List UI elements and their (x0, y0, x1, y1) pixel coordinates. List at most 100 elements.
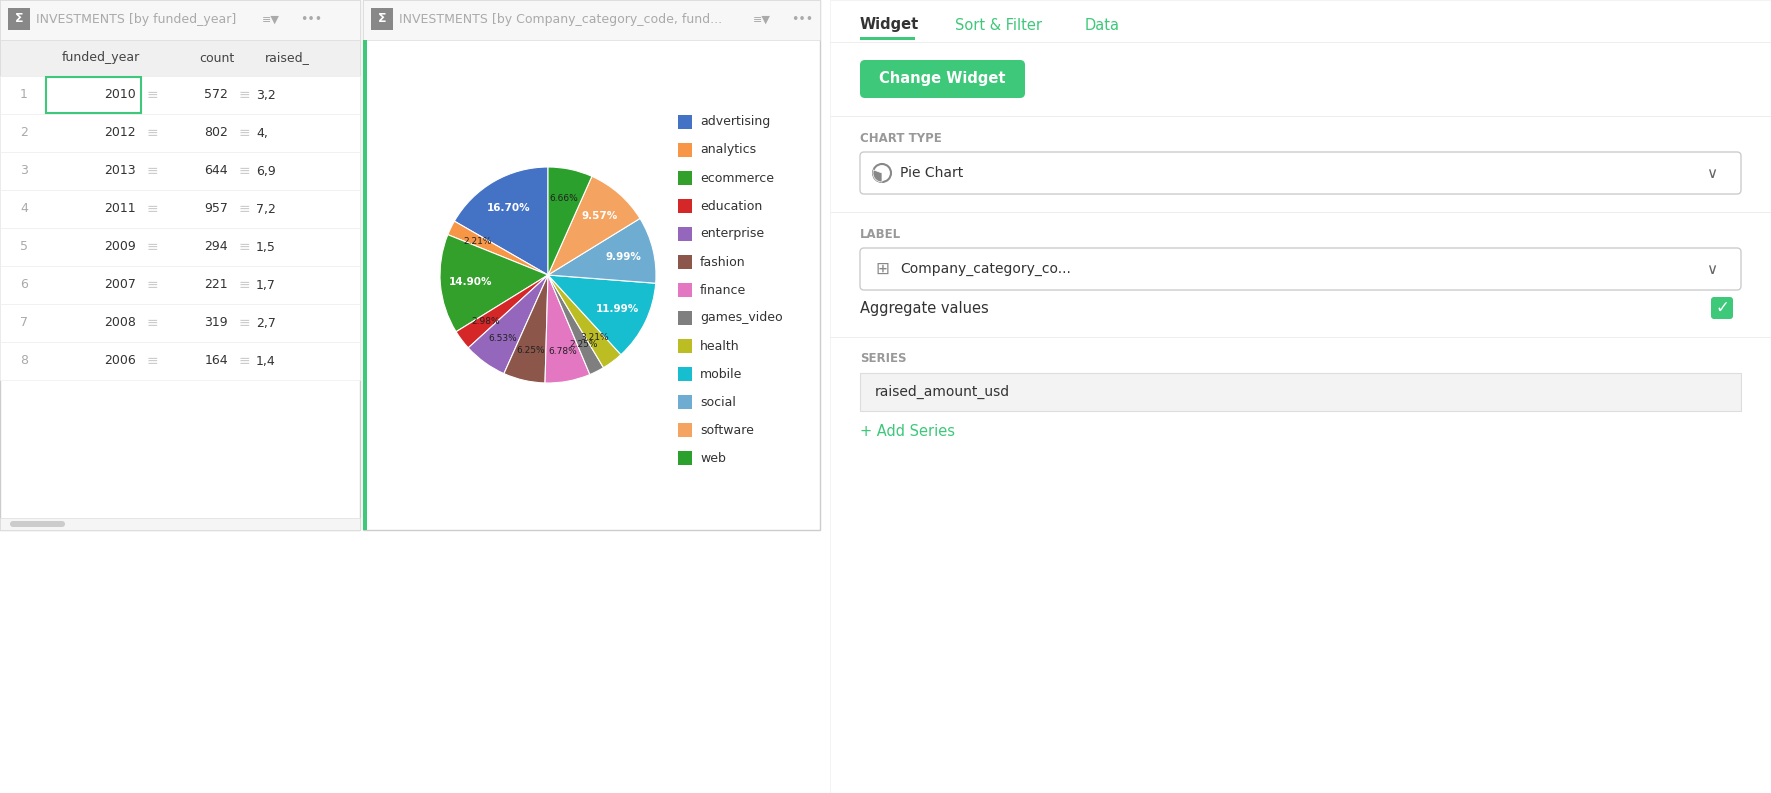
Bar (831, 337, 1771, 338)
Text: education: education (700, 200, 762, 213)
Bar (831, 0, 1771, 793)
Text: 9.57%: 9.57% (581, 212, 618, 221)
Text: ≡▼: ≡▼ (753, 15, 770, 25)
Bar (678, 115, 692, 129)
Bar (0, 76, 360, 114)
Bar (363, 0, 820, 530)
Text: 16.70%: 16.70% (487, 203, 531, 213)
Text: INVESTMENTS [by Company_category_code, fund...: INVESTMENTS [by Company_category_code, f… (398, 13, 723, 26)
Text: 164: 164 (204, 354, 228, 367)
Text: INVESTMENTS [by funded_year]: INVESTMENTS [by funded_year] (35, 13, 236, 26)
Text: ⊞: ⊞ (875, 260, 889, 278)
Text: •••: ••• (299, 13, 322, 26)
Text: ≡: ≡ (237, 240, 250, 254)
Text: 8: 8 (19, 354, 28, 367)
Wedge shape (547, 176, 639, 275)
Bar (0, 40, 360, 76)
Text: Company_category_co...: Company_category_co... (900, 262, 1071, 276)
Bar (9, 8, 30, 30)
Text: 2.21%: 2.21% (464, 236, 492, 246)
Text: 2009: 2009 (104, 240, 136, 254)
Bar (46, 229, 142, 265)
Bar (0, 152, 360, 190)
Bar (46, 267, 142, 303)
Text: Σ: Σ (377, 13, 386, 25)
Text: ≡: ≡ (237, 164, 250, 178)
Text: 802: 802 (204, 127, 228, 140)
Bar (46, 153, 142, 189)
Bar (46, 191, 142, 227)
Text: 14.90%: 14.90% (448, 277, 492, 286)
Text: 2007: 2007 (104, 278, 136, 292)
Text: 1,4: 1,4 (257, 354, 276, 367)
Text: ∨: ∨ (1705, 166, 1718, 181)
Wedge shape (505, 275, 547, 383)
Text: ≡: ≡ (237, 316, 250, 330)
Text: Σ: Σ (14, 13, 23, 25)
Text: 3,2: 3,2 (257, 89, 276, 102)
Text: 319: 319 (204, 316, 228, 330)
Wedge shape (455, 167, 547, 275)
Text: ≡: ≡ (147, 354, 158, 368)
Text: 294: 294 (204, 240, 228, 254)
Text: raised_: raised_ (266, 52, 310, 64)
Text: ≡: ≡ (237, 202, 250, 216)
Bar (0, 0, 360, 40)
Bar (46, 77, 142, 113)
Text: ecommerce: ecommerce (700, 171, 774, 185)
Text: mobile: mobile (700, 367, 742, 381)
Wedge shape (547, 275, 655, 354)
Text: 2011: 2011 (104, 202, 136, 216)
Text: 3: 3 (19, 164, 28, 178)
Bar (0, 228, 360, 266)
Text: 644: 644 (204, 164, 228, 178)
Text: ≡: ≡ (237, 126, 250, 140)
Text: 2006: 2006 (104, 354, 136, 367)
Text: CHART TYPE: CHART TYPE (861, 132, 942, 144)
Text: 572: 572 (204, 89, 228, 102)
Text: •••: ••• (792, 13, 813, 26)
Text: 11.99%: 11.99% (597, 304, 639, 314)
Bar (0, 304, 360, 342)
Text: web: web (700, 451, 726, 465)
Text: Sort & Filter: Sort & Filter (955, 17, 1041, 33)
Text: SERIES: SERIES (861, 353, 907, 366)
Text: 5: 5 (19, 240, 28, 254)
Text: 6.66%: 6.66% (549, 194, 579, 204)
Bar (831, 212, 1771, 213)
Bar (0, 266, 360, 304)
Text: health: health (700, 339, 740, 353)
Text: games_video: games_video (700, 312, 783, 324)
Text: ≡: ≡ (147, 278, 158, 292)
Bar (678, 143, 692, 157)
Bar (678, 283, 692, 297)
Text: 6: 6 (19, 278, 28, 292)
Text: 3.21%: 3.21% (581, 333, 609, 342)
Text: 9.99%: 9.99% (606, 251, 641, 262)
Bar (678, 423, 692, 437)
Text: ≡: ≡ (147, 88, 158, 102)
Bar (831, 116, 1771, 117)
Wedge shape (547, 218, 655, 283)
Text: 2.25%: 2.25% (568, 340, 597, 349)
Text: ∨: ∨ (1705, 262, 1718, 277)
Text: Pie Chart: Pie Chart (900, 166, 963, 180)
Bar (861, 373, 1741, 411)
Text: ≡: ≡ (237, 278, 250, 292)
Bar (861, 37, 916, 40)
Text: 6.78%: 6.78% (547, 347, 577, 356)
Text: 2013: 2013 (104, 164, 136, 178)
Wedge shape (468, 275, 547, 374)
Text: 1: 1 (19, 89, 28, 102)
Bar (678, 255, 692, 269)
Bar (0, 190, 360, 228)
Text: ≡: ≡ (237, 88, 250, 102)
Text: Aggregate values: Aggregate values (861, 301, 988, 316)
FancyBboxPatch shape (1711, 297, 1734, 319)
Text: ≡: ≡ (237, 354, 250, 368)
Bar (678, 451, 692, 465)
Text: ≡: ≡ (147, 164, 158, 178)
Text: Widget: Widget (861, 17, 919, 33)
Text: 221: 221 (204, 278, 228, 292)
Text: 6.53%: 6.53% (489, 334, 517, 343)
